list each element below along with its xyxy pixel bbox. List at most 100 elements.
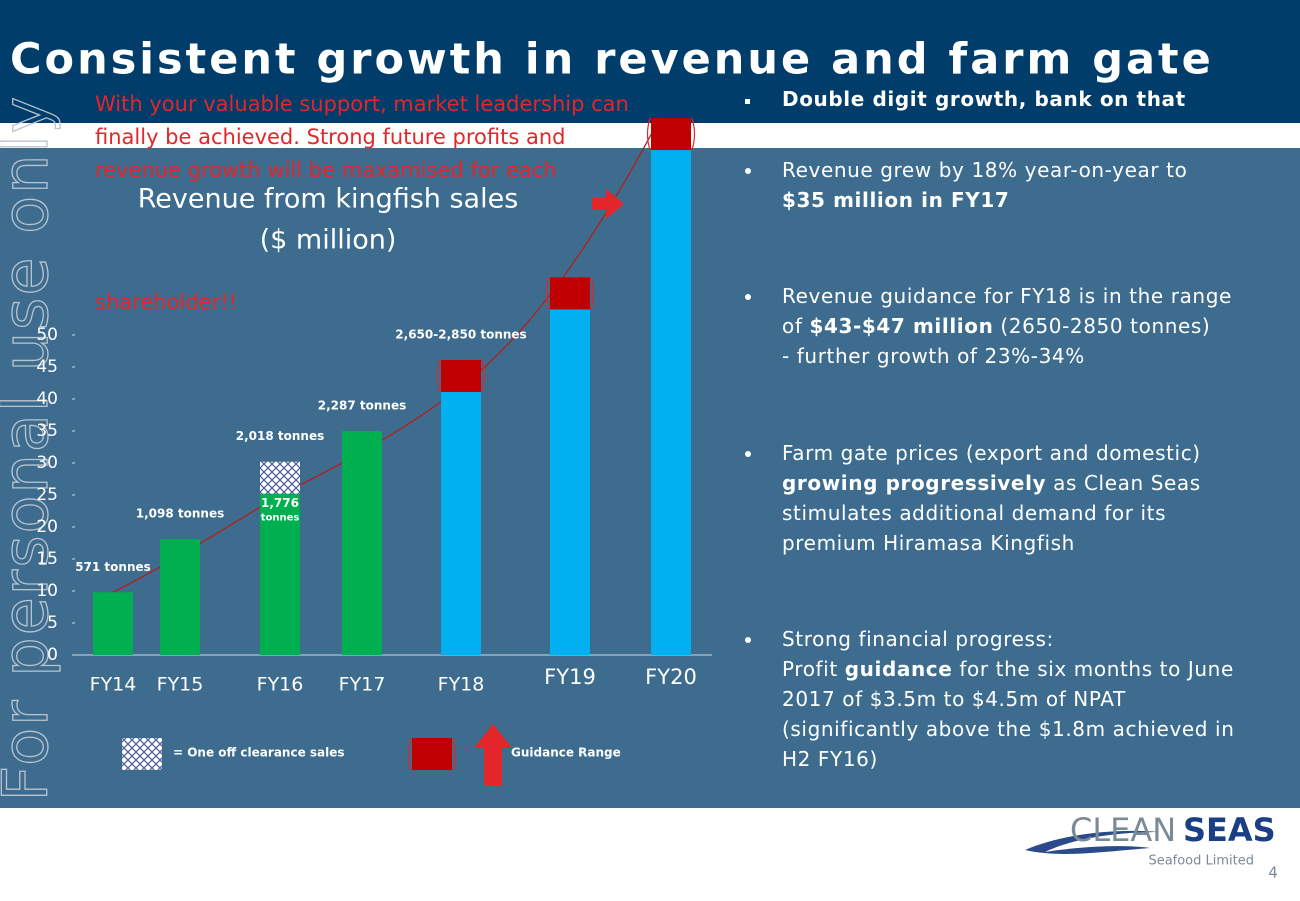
legend-label: Guidance Range	[511, 746, 621, 760]
overlay-text: revenue growth will be maxamised for eac…	[95, 158, 557, 182]
guidance-bracket	[436, 359, 486, 393]
guidance-bracket	[407, 737, 457, 771]
bold-run: growing progressively	[782, 471, 1046, 495]
inner-label: 1,776	[261, 496, 299, 510]
bar-label: 571 tonnes	[75, 560, 151, 574]
run: H2 FY16)	[782, 747, 878, 771]
bullet-line: Farm gate prices (export and domestic)	[782, 441, 1201, 465]
bullet-line: - further growth of 23%-34%	[782, 344, 1085, 368]
bullet-dot	[745, 451, 751, 457]
run: 2017 of $3.5m to $4.5m of NPAT	[782, 687, 1126, 711]
bar	[160, 539, 200, 655]
content-band	[0, 148, 1300, 808]
bar	[441, 391, 481, 655]
bar	[260, 461, 300, 494]
y-tick-label: 5	[47, 613, 58, 633]
x-tick-label: FY16	[257, 674, 304, 696]
x-tick-label: FY17	[339, 674, 386, 696]
run: (2650-2850 tonnes)	[993, 314, 1210, 338]
bar-label: 2,018 tonnes	[236, 429, 324, 443]
run: as Clean Seas	[1046, 471, 1201, 495]
bold-run: $43-$47 million	[809, 314, 993, 338]
logo-swoosh	[1025, 830, 1160, 854]
chart-title: ($ million)	[260, 225, 397, 256]
bar	[93, 592, 133, 655]
overlay-text: finally be achieved. Strong future profi…	[95, 125, 565, 149]
trend-curve	[104, 117, 661, 597]
x-tick-label: FY20	[645, 665, 697, 689]
y-tick-label: 35	[36, 421, 58, 441]
bar	[441, 359, 481, 392]
arrow-right	[592, 189, 624, 219]
run: premium Hiramasa Kingfish	[782, 531, 1075, 555]
header-band	[0, 0, 1300, 123]
watermark: For personal use only	[0, 95, 62, 802]
page-number: 4	[1268, 864, 1278, 882]
bullet-line: Double digit growth, bank on that	[782, 87, 1186, 111]
logo-sub: Seafood Limited	[1148, 854, 1254, 869]
run: of	[782, 314, 809, 338]
bullet-line: 2017 of $3.5m to $4.5m of NPAT	[782, 687, 1126, 711]
run: (significantly above the $1.8m achieved …	[782, 717, 1234, 741]
bullet-line: Revenue grew by 18% year-on-year to	[782, 158, 1187, 182]
run: Revenue grew by 18% year-on-year to	[782, 158, 1187, 182]
bar	[342, 431, 382, 655]
bar	[651, 150, 691, 656]
overlay-text: shareholder!!	[95, 290, 237, 314]
bullet-line: Revenue guidance for FY18 is in the rang…	[782, 284, 1232, 308]
bar	[550, 277, 590, 310]
bar-label: 2,650-2,850 tonnes	[395, 327, 526, 341]
guidance-bracket	[545, 277, 595, 310]
logo-seas: SEAS	[1183, 811, 1276, 849]
y-tick-label: 40	[36, 389, 58, 409]
legend-swatch	[122, 738, 162, 770]
y-tick-label: 45	[36, 357, 58, 377]
y-tick-label: 0	[47, 645, 58, 665]
bullet-line: Strong financial progress:	[782, 627, 1054, 651]
inner-label: tonnes	[261, 513, 300, 524]
bullet-line: premium Hiramasa Kingfish	[782, 531, 1075, 555]
y-tick-label: 50	[36, 325, 58, 345]
x-tick-label: FY18	[438, 674, 485, 696]
run: Revenue guidance for FY18 is in the rang…	[782, 284, 1232, 308]
bar-label: 2,287 tonnes	[318, 399, 406, 413]
bullet-dot	[745, 294, 751, 300]
run: Profit	[782, 657, 845, 681]
run: Strong financial progress:	[782, 627, 1054, 651]
x-tick-label: FY19	[544, 665, 596, 689]
slide-title: Consistent growth in revenue and farm ga…	[10, 35, 1214, 85]
bold-run: guidance	[845, 657, 953, 681]
bar	[651, 118, 691, 151]
bullet-line: growing progressively as Clean Seas	[782, 471, 1201, 495]
y-tick-label: 20	[36, 517, 58, 537]
y-tick-label: 25	[36, 485, 58, 505]
bar	[260, 493, 300, 655]
y-tick-label: 10	[36, 581, 58, 601]
logo-clean: CLEAN	[1070, 811, 1176, 849]
run: for the six months to June	[952, 657, 1233, 681]
y-tick-label: 30	[36, 453, 58, 473]
bullet-dot	[745, 637, 751, 643]
y-tick-label: 15	[36, 549, 58, 569]
bullet-square	[745, 99, 750, 104]
run: Farm gate prices (export and domestic)	[782, 441, 1201, 465]
bar	[550, 309, 590, 655]
bar-label: 1,098 tonnes	[136, 507, 224, 521]
guidance-bracket	[646, 117, 696, 151]
bullet-dot	[745, 168, 751, 174]
bullet-line: stimulates additional demand for its	[782, 501, 1166, 525]
bullet-line: H2 FY16)	[782, 747, 878, 771]
legend-swatch	[412, 738, 452, 770]
run: stimulates additional demand for its	[782, 501, 1166, 525]
bold-run: $35 million in FY17	[782, 188, 1009, 212]
overlay-text: With your valuable support, market leade…	[95, 92, 629, 116]
x-tick-label: FY15	[157, 674, 204, 696]
bullet-line: (significantly above the $1.8m achieved …	[782, 717, 1234, 741]
chart-title: Revenue from kingfish sales	[138, 184, 519, 215]
legend-arrow	[474, 724, 512, 786]
bullet-line: of $43-$47 million (2650-2850 tonnes)	[782, 314, 1210, 338]
x-tick-label: FY14	[90, 674, 137, 696]
legend-label: = One off clearance sales	[173, 746, 345, 760]
